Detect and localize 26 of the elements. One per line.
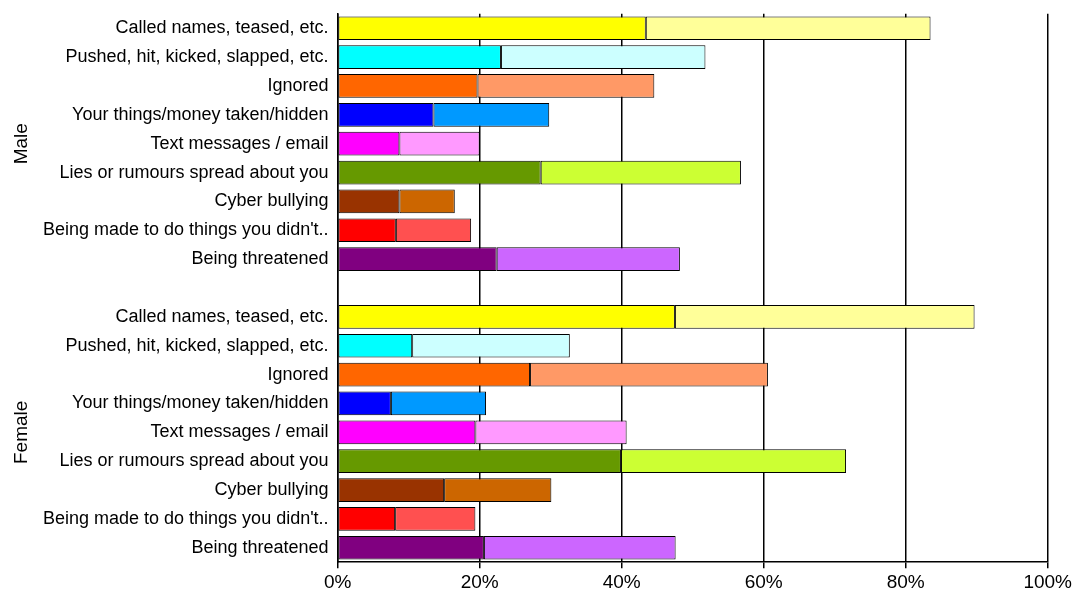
- x-tick-label: 80%: [886, 570, 925, 592]
- y-tick-label: Called names, teased, etc.: [115, 17, 329, 38]
- y-tick-label: Ignored: [267, 74, 329, 95]
- x-tick-label: 60%: [744, 570, 783, 592]
- y-tick-label: Your things/money taken/hidden: [72, 392, 329, 413]
- y-tick-label: Pushed, hit, kicked, slapped, etc.: [65, 46, 329, 67]
- x-tick-label: 40%: [602, 570, 641, 592]
- text: Female: [10, 400, 32, 464]
- y-tick-label: Being threatened: [191, 536, 329, 557]
- y-tick-label: Lies or rumours spread about you: [59, 450, 329, 471]
- y-tick-label: Cyber bullying: [214, 479, 329, 500]
- x-tick-label: 100%: [1023, 570, 1073, 592]
- x-tick-label: 20%: [460, 570, 499, 592]
- y-tick-label: Ignored: [267, 363, 329, 384]
- y-tick-label: Being made to do things you didn't..: [42, 219, 329, 240]
- y-tick-label: Your things/money taken/hidden: [72, 103, 329, 124]
- x-tick-label: 0%: [323, 570, 352, 592]
- y-tick-label: Text messages / email: [150, 421, 329, 442]
- y-tick-label: Pushed, hit, kicked, slapped, etc.: [65, 334, 329, 355]
- y-tick-label: Lies or rumours spread about you: [59, 161, 329, 182]
- text: Male: [10, 123, 32, 165]
- y-tick-label: Cyber bullying: [214, 190, 329, 211]
- y-tick-label: Being threatened: [191, 248, 329, 269]
- y-tick-label: Text messages / email: [150, 132, 329, 153]
- y-tick-label: Being made to do things you didn't..: [42, 507, 329, 528]
- y-tick-label: Called names, teased, etc.: [115, 305, 329, 326]
